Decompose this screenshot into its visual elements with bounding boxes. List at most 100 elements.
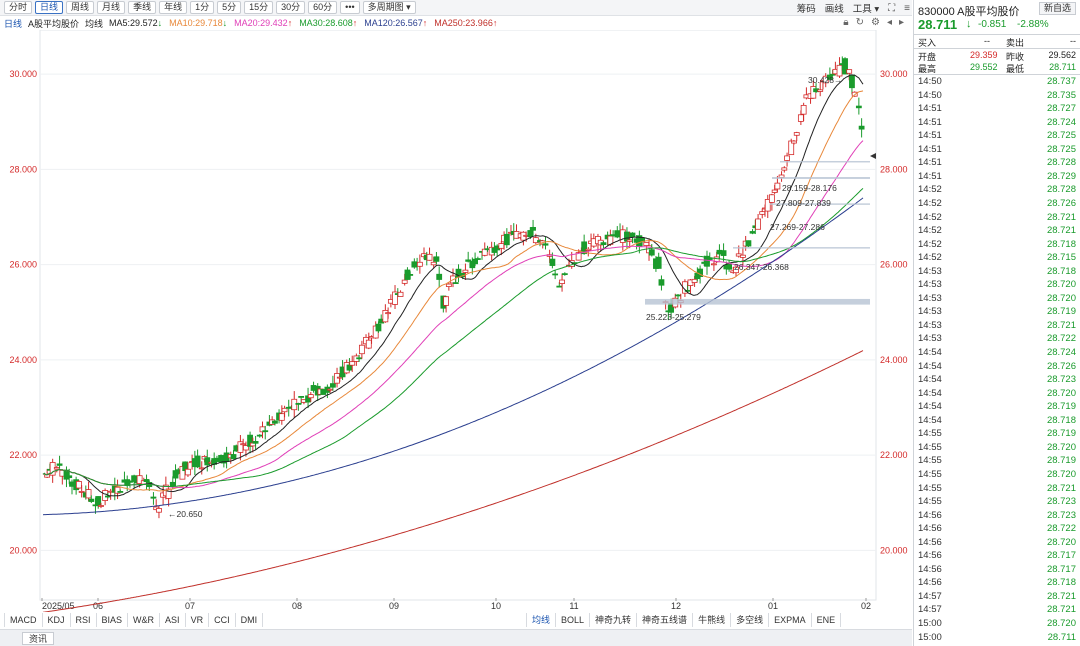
tick-time: 14:56 [918,563,942,575]
indicator-tab[interactable]: CCI [209,613,236,627]
tick-price: 28.721 [1046,482,1076,494]
indicator-tab[interactable]: RSI [71,613,97,627]
ma-legend-text: MA250:23.966 [434,18,493,28]
candle-body [397,291,404,297]
info-tab[interactable]: 资讯 [22,632,55,645]
next-icon[interactable]: ▸ [898,17,904,28]
candle-body [817,89,824,92]
down-arrow-icon: ↓ [966,18,972,30]
period-button-3[interactable]: 月线 [97,1,126,14]
overlay-tab[interactable]: 均线 [526,613,557,627]
period-button-7[interactable]: 5分 [217,1,242,14]
overlay-tab[interactable]: 神奇五线谱 [637,613,694,627]
indicator-tab[interactable]: MACD [4,613,43,627]
tick-price: 28.729 [1046,170,1076,182]
overlay-tab[interactable]: 神奇九转 [590,613,638,627]
candle-body [626,239,633,242]
candle-body [382,310,389,323]
indicator-tab[interactable]: VR [186,613,210,627]
refresh-icon[interactable]: ↻ [855,17,864,28]
tick-row: 14:51 28.729 [914,171,1080,185]
divider [914,48,1080,49]
overlay-tab[interactable]: EXPMA [769,613,812,627]
prev-icon[interactable]: ◂ [886,17,892,28]
add-watchlist-button[interactable]: 新自选 [1038,2,1076,15]
candle-body [356,357,363,360]
overlay-tab[interactable]: 牛熊线 [693,613,732,627]
period-button-10[interactable]: 60分 [308,1,338,14]
period-button-6[interactable]: 1分 [190,1,215,14]
ma30-line [42,188,864,487]
ma-arrow-icon: ↑ [352,18,358,28]
candle-body [56,463,63,466]
overlay-tab[interactable]: ENE [812,613,842,627]
period-button-0[interactable]: 分时 [4,1,33,14]
tick-row: 14:51 28.724 [914,117,1080,131]
tick-row: 14:54 28.724 [914,347,1080,361]
indicator-tab[interactable]: W&R [128,613,161,627]
period-button-9[interactable]: 30分 [276,1,306,14]
tick-price: 28.721 [1046,211,1076,223]
indicator-tab[interactable]: ASI [160,613,186,627]
candle-body [720,250,727,256]
candle-body [365,339,372,349]
y-axis-label-left: 28.000 [9,164,37,174]
x-axis-label: 2025/05 [42,601,75,611]
candle-body [150,496,157,499]
candle-body [749,231,756,234]
period-button-4[interactable]: 季线 [128,1,157,14]
tick-row: 14:52 28.718 [914,239,1080,253]
period-button-5[interactable]: 年线 [159,1,188,14]
indicator-tab[interactable]: BIAS [97,613,129,627]
candle-body [549,258,556,266]
tick-row: 14:52 28.728 [914,184,1080,198]
candle-body [349,361,356,366]
tick-time: 14:57 [918,590,942,602]
tick-time: 14:53 [918,333,942,345]
period-button-8[interactable]: 15分 [244,1,274,14]
tick-price: 28.719 [1046,401,1076,413]
period-button-2[interactable]: 周线 [66,1,95,14]
lock-icon[interactable]: 🔒︎ [843,17,849,28]
candle-body [452,282,459,284]
kline-chart[interactable]: 30.000 30.000 28.000 28.000 26.000 26.000 24.0… [0,30,912,612]
candle-body [336,376,343,379]
low-annotation: ←20.650 [168,509,203,519]
y-axis-label-right: 20.000 [880,545,908,555]
tick-price: 28.718 [1046,414,1076,426]
tick-price: 28.717 [1046,563,1076,575]
tick-time: 14:54 [918,414,942,426]
tick-price: 28.720 [1046,279,1076,291]
indicator-tab[interactable]: DMI [236,613,264,627]
ma-legend-text: MA30:28.608 [299,18,353,28]
period-button-12[interactable]: 多周期图 ▾ [362,1,416,14]
tick-row: 14:56 28.722 [914,523,1080,537]
low-value: 28.711 [1049,62,1076,72]
current-price-marker [870,153,876,159]
tick-row: 14:55 28.720 [914,442,1080,456]
tools-menu-button[interactable]: 工具 ▾ [853,1,879,15]
indicator-tab[interactable]: KDJ [43,613,71,627]
chips-button[interactable]: 筹码 [796,4,816,15]
period-button-1[interactable]: 日线 [35,1,64,14]
ma-type-label[interactable]: 均线 [85,18,104,29]
overlay-tab[interactable]: 多空线 [731,613,770,627]
overlay-tab[interactable]: BOLL [556,613,591,627]
menu-icon[interactable]: ≡ [904,2,910,14]
period-button-11[interactable]: ••• [340,1,360,14]
kline-svg[interactable]: 30.000 30.000 28.000 28.000 26.000 26.000 24.0… [0,30,912,612]
settings-icon[interactable]: ⚙ [870,17,880,28]
tick-time: 14:53 [918,306,942,318]
high-annotation: 30.428→ [808,75,843,85]
indicator-bar: MACD KDJ RSI BIAS W&R ASI VR CCI DMI 均线 BOLL 神奇九转神… [0,612,912,628]
tick-row: 14:53 28.721 [914,320,1080,334]
tick-time: 14:54 [918,347,942,358]
open-label: 开盘 [918,52,937,62]
ma250-line [42,350,864,612]
fullscreen-icon[interactable]: ⛶ [888,2,896,14]
tick-price: 28.719 [1046,455,1076,467]
tick-price: 28.721 [1046,319,1076,331]
candle-body [252,441,259,444]
tick-time: 14:53 [918,265,942,277]
draw-line-button[interactable]: 画线 [824,4,844,15]
